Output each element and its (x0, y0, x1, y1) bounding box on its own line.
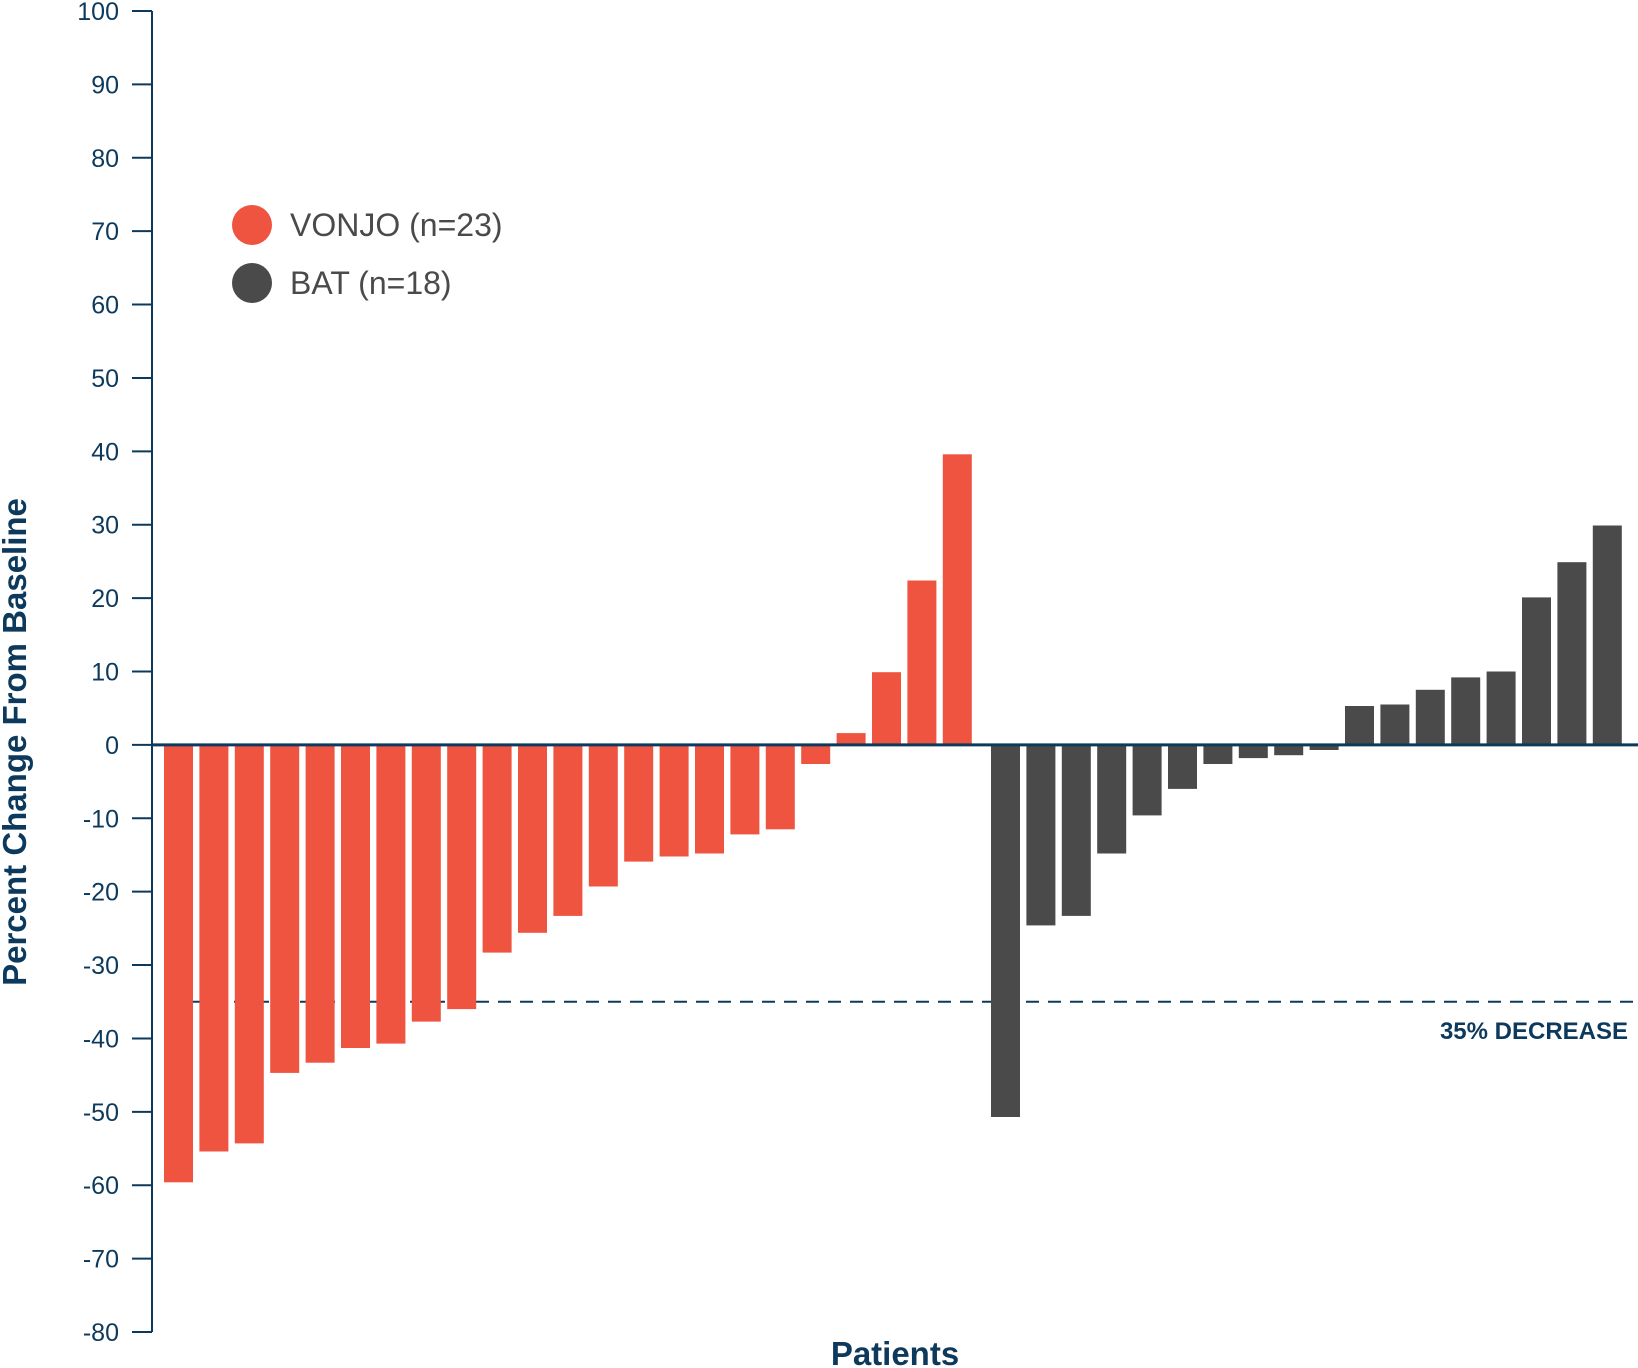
bar-vonjo-16 (695, 744, 724, 854)
y-tick-label: -40 (83, 1025, 119, 1053)
y-tick-label: -20 (83, 879, 119, 907)
reference-line-label: 35% DECREASE (1440, 1018, 1628, 1045)
bar-vonjo-19 (801, 744, 831, 764)
y-tick-label: 20 (91, 585, 119, 613)
bar-vonjo-12 (553, 744, 583, 916)
bar-vonjo-17 (730, 744, 760, 835)
y-tick-label: 100 (77, 0, 119, 26)
bars-layer (152, 454, 1638, 1183)
bar-vonjo-2 (199, 744, 229, 1152)
legend-marker-bat (232, 263, 272, 303)
bar-bat-18 (1592, 525, 1622, 745)
bar-bat-3 (1061, 744, 1091, 916)
bar-vonjo-21 (872, 672, 901, 745)
y-tick-label: 70 (91, 218, 119, 246)
bar-bat-10 (1309, 744, 1339, 750)
y-tick-label: 50 (91, 365, 119, 393)
y-tick-label: 80 (91, 145, 119, 173)
x-axis-title: Patients (831, 1335, 959, 1368)
y-tick-label: 30 (91, 512, 119, 540)
bar-bat-7 (1203, 744, 1233, 764)
bar-bat-11 (1345, 706, 1374, 745)
y-axis-title: Percent Change From Baseline (0, 498, 33, 986)
bar-bat-12 (1380, 704, 1410, 745)
bar-vonjo-11 (518, 744, 547, 933)
bar-vonjo-3 (234, 744, 264, 1144)
legend: VONJO (n=23) BAT (n=18) (232, 205, 503, 303)
bar-bat-4 (1097, 744, 1127, 854)
y-tick-label: -30 (83, 952, 119, 980)
bar-vonjo-1 (164, 744, 193, 1183)
bar-vonjo-14 (624, 744, 654, 862)
y-tick-label: -80 (83, 1319, 119, 1347)
bar-vonjo-5 (305, 744, 335, 1063)
legend-marker-vonjo (232, 205, 272, 245)
bar-vonjo-22 (907, 580, 937, 745)
bar-vonjo-20 (836, 733, 866, 745)
y-tick-label: 90 (91, 71, 119, 99)
bar-bat-5 (1132, 744, 1162, 816)
bar-bat-1 (991, 744, 1020, 1117)
bar-bat-6 (1168, 744, 1197, 789)
bar-vonjo-6 (341, 744, 370, 1048)
y-tick-label: -70 (83, 1246, 119, 1274)
y-tick-label: -50 (83, 1099, 119, 1127)
bar-vonjo-18 (765, 744, 795, 830)
y-tick-label: 40 (91, 438, 119, 466)
bar-vonjo-10 (482, 744, 512, 953)
bar-vonjo-7 (376, 744, 406, 1044)
bar-bat-14 (1451, 677, 1481, 745)
bar-vonjo-15 (659, 744, 689, 857)
bar-bat-9 (1274, 744, 1304, 756)
bar-vonjo-8 (411, 744, 441, 1022)
bar-bat-16 (1522, 597, 1551, 745)
bar-vonjo-4 (270, 744, 300, 1073)
bar-bat-13 (1415, 689, 1445, 745)
bar-bat-8 (1238, 744, 1268, 759)
y-tick-label: 60 (91, 292, 119, 320)
y-axis: 1009080706050403020100-10-20-30-40-50-60… (77, 0, 153, 1347)
legend-label-bat: BAT (n=18) (290, 265, 452, 301)
y-tick-label: 0 (105, 732, 119, 760)
bar-vonjo-13 (588, 744, 618, 887)
bar-bat-17 (1557, 562, 1587, 745)
bar-vonjo-23 (942, 454, 972, 745)
y-tick-label: -60 (83, 1172, 119, 1200)
y-tick-label: 10 (91, 659, 119, 687)
y-tick-label: -10 (83, 805, 119, 833)
bar-bat-2 (1026, 744, 1056, 926)
bar-vonjo-9 (447, 744, 477, 1010)
bar-bat-15 (1486, 671, 1516, 745)
legend-label-vonjo: VONJO (n=23) (290, 207, 503, 243)
